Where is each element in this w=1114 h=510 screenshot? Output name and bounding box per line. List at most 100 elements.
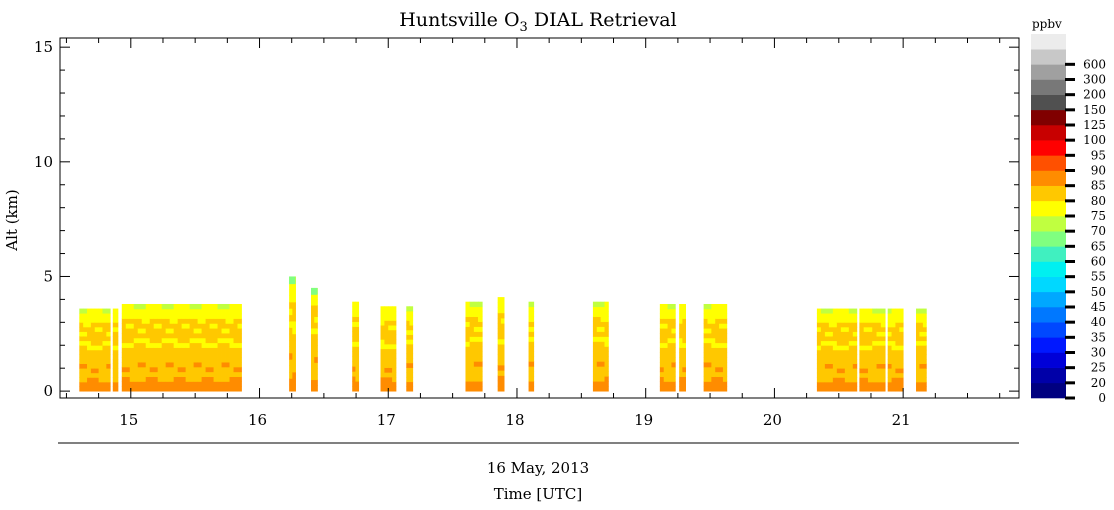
profile-cell (102, 381, 107, 387)
profile-cell (671, 337, 676, 344)
profile-cell (682, 376, 686, 382)
profile-cell (355, 326, 360, 332)
profile-cell (173, 357, 179, 363)
profile-cell (217, 308, 222, 315)
profile-cell (887, 368, 892, 374)
profile-cell (719, 376, 724, 382)
profile-cell (289, 340, 293, 347)
profile-cell (384, 325, 389, 331)
profile-cell (895, 368, 900, 374)
profile-cell (388, 381, 393, 387)
profile-cell (596, 326, 602, 332)
profile-cell (836, 336, 842, 342)
colorbar-swatch (1031, 200, 1066, 217)
profile-cell (314, 333, 318, 340)
profile-cell (380, 381, 385, 387)
profile-cell (816, 381, 822, 387)
profile-cell (145, 323, 151, 329)
profile-cell (392, 367, 397, 373)
profile-cell (715, 328, 720, 334)
profile-cell (314, 322, 318, 329)
profile-cell (209, 352, 214, 358)
profile-cell (828, 317, 834, 323)
profile-cell (102, 313, 107, 319)
profile-cell (528, 381, 535, 387)
profile-cell (887, 326, 892, 332)
profile-cell (133, 308, 139, 315)
profile-cell (133, 347, 139, 353)
profile-cell (922, 372, 927, 378)
profile-cell (406, 367, 410, 373)
profile-cell (384, 348, 389, 354)
profile-cell (392, 381, 397, 387)
profile-cell (916, 317, 920, 323)
profile-cell (388, 325, 393, 331)
x-tick-label: 18 (505, 411, 524, 429)
profile-cell (667, 366, 672, 373)
profile-cell (133, 357, 139, 363)
profile-cell (153, 337, 159, 344)
profile-cell (478, 341, 483, 347)
colorbar-unit-label: ppbv (1032, 17, 1062, 31)
profile-cell (859, 354, 865, 360)
profile-cell (722, 333, 728, 339)
profile-cell (820, 359, 826, 365)
profile-cell (233, 371, 238, 377)
profile-cell (209, 323, 214, 329)
profile-cell (213, 386, 218, 392)
profile-cell (465, 381, 471, 387)
profile-cell (98, 381, 103, 387)
profile-cell (217, 337, 222, 344)
profile-cell (141, 347, 147, 353)
profile-cell (715, 333, 720, 339)
profile-cell (880, 363, 886, 369)
profile-cell (497, 312, 502, 319)
profile-block (703, 303, 728, 392)
profile-cell (173, 381, 179, 387)
profile-cell (314, 385, 318, 392)
profile-cell (852, 340, 858, 346)
profile-cell (497, 297, 502, 303)
profile-cell (667, 308, 672, 315)
profile-cell (165, 308, 171, 315)
profile-cell (895, 317, 900, 323)
profile-cell (233, 303, 238, 310)
profile-cell (891, 354, 896, 360)
profile-cell (177, 313, 183, 319)
profile-cell (380, 362, 385, 368)
profile-cell (667, 371, 672, 377)
profile-cell (895, 381, 900, 387)
profile-cell (149, 342, 155, 348)
profile-cell (106, 345, 111, 351)
profile-cell (314, 293, 318, 300)
profile-cell (229, 318, 234, 324)
profile-cell (141, 357, 147, 363)
profile-cell (201, 357, 206, 363)
profile-cell (887, 345, 892, 351)
profile-cell (229, 381, 234, 387)
profile-cell (121, 352, 127, 358)
profile-cell (384, 310, 389, 317)
profile-cell (922, 349, 927, 355)
profile-cell (824, 317, 830, 323)
profile-cell (891, 381, 896, 387)
x-tick-label: 16 (248, 411, 267, 429)
profile-cell (679, 347, 683, 353)
profile-cell (314, 345, 318, 352)
profile-cell (604, 371, 609, 377)
profile-cell (919, 386, 924, 392)
profile-cell (201, 366, 206, 373)
colorbar-tick-label: 20 (1091, 376, 1106, 390)
profile-cell (916, 363, 920, 369)
profile-cell (836, 368, 842, 374)
profile-cell (679, 376, 683, 382)
profile-cell (102, 368, 107, 374)
profile-cell (141, 381, 147, 387)
profile-cell (125, 337, 131, 344)
profile-cell (177, 318, 183, 324)
profile-cell (682, 357, 686, 363)
profile-cell (659, 328, 665, 334)
profile-cell (83, 349, 88, 355)
profile-cell (844, 340, 850, 346)
profile-cell (867, 381, 873, 387)
